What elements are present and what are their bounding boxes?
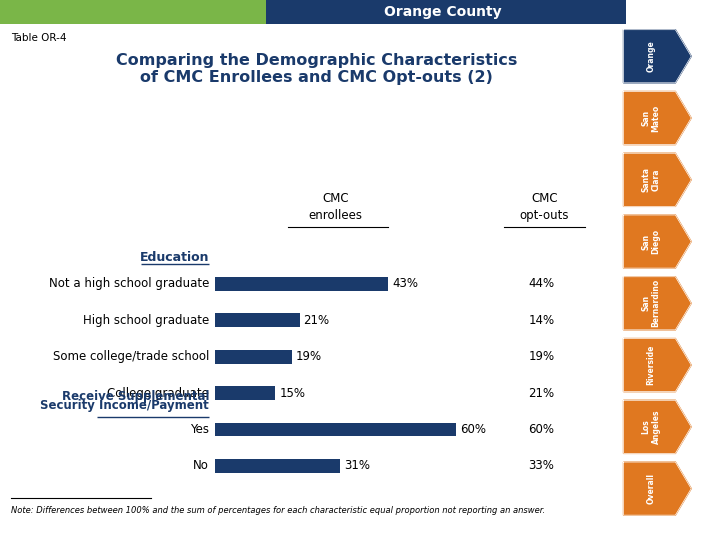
- Polygon shape: [624, 400, 691, 454]
- Text: CMC
opt-outs: CMC opt-outs: [520, 192, 570, 222]
- Text: Education: Education: [140, 251, 210, 264]
- Text: 19%: 19%: [528, 350, 554, 363]
- Text: Los
Angeles: Los Angeles: [642, 409, 660, 444]
- Text: 15%: 15%: [279, 387, 305, 400]
- Text: 60%: 60%: [460, 423, 486, 436]
- Polygon shape: [624, 30, 691, 83]
- Polygon shape: [624, 339, 691, 392]
- Text: Riverside: Riverside: [647, 345, 655, 385]
- Text: 125: 125: [645, 524, 668, 534]
- Bar: [215, 277, 388, 291]
- Text: 14%: 14%: [528, 314, 554, 327]
- Polygon shape: [624, 215, 691, 268]
- Text: San
Diego: San Diego: [642, 229, 660, 254]
- Text: 21%: 21%: [528, 387, 554, 400]
- Bar: [215, 313, 300, 327]
- Text: High school graduate: High school graduate: [83, 314, 210, 327]
- Bar: [215, 350, 292, 363]
- Text: Comparing the Demographic Characteristics
of CMC Enrollees and CMC Opt-outs (2): Comparing the Demographic Characteristic…: [116, 53, 518, 85]
- Polygon shape: [624, 277, 691, 330]
- Bar: [0, 0, 266, 24]
- Text: College graduate: College graduate: [107, 387, 210, 400]
- Text: CMC
enrollees: CMC enrollees: [309, 192, 363, 222]
- Bar: [215, 459, 340, 473]
- Text: 60%: 60%: [528, 423, 554, 436]
- Text: Orange County: Orange County: [384, 5, 502, 19]
- Text: Note: Differences between 100% and the sum of percentages for each characteristi: Note: Differences between 100% and the s…: [11, 506, 545, 515]
- Text: No: No: [193, 460, 210, 472]
- Text: 19%: 19%: [295, 350, 322, 363]
- Text: Overall: Overall: [647, 473, 655, 504]
- Text: San
Mateo: San Mateo: [642, 104, 660, 132]
- Text: 31%: 31%: [343, 460, 370, 472]
- Text: Some college/trade school: Some college/trade school: [53, 350, 210, 363]
- Text: Receive Supplemental: Receive Supplemental: [62, 390, 210, 403]
- Text: 44%: 44%: [528, 278, 554, 291]
- Text: Table OR-4: Table OR-4: [11, 33, 66, 43]
- Polygon shape: [624, 153, 691, 206]
- Text: Orange: Orange: [647, 40, 655, 72]
- Bar: [215, 423, 456, 436]
- Polygon shape: [624, 91, 691, 145]
- Text: 33%: 33%: [528, 460, 554, 472]
- Text: Yes: Yes: [190, 423, 210, 436]
- Text: Not a high school graduate: Not a high school graduate: [49, 278, 210, 291]
- Text: 43%: 43%: [392, 278, 418, 291]
- Polygon shape: [624, 462, 691, 515]
- Text: Security Income/Payment: Security Income/Payment: [40, 400, 210, 413]
- Text: San
Bernardino: San Bernardino: [642, 279, 660, 327]
- Bar: [266, 0, 626, 24]
- Bar: [215, 386, 276, 400]
- Text: 21%: 21%: [304, 314, 330, 327]
- Text: Santa
Clara: Santa Clara: [642, 167, 660, 192]
